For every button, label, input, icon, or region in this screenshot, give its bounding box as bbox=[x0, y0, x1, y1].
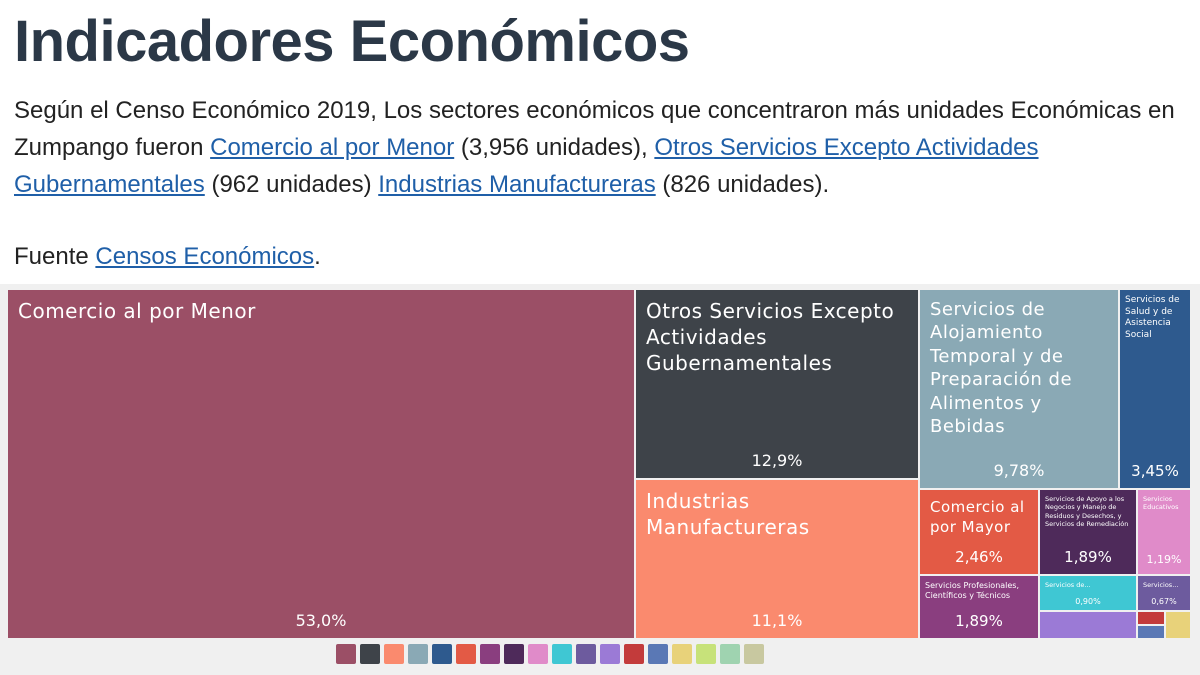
unlabeled-tile bbox=[1040, 612, 1136, 638]
tile-label: Otros Servicios Excepto Actividades Gube… bbox=[646, 299, 895, 375]
icon-bar bbox=[336, 644, 764, 664]
tile-label: Servicios Educativos bbox=[1143, 495, 1179, 512]
value-label: 1,89% bbox=[955, 612, 1003, 630]
tile-label: Servicios de Alojamiento Temporal y de P… bbox=[930, 299, 1073, 437]
icon bbox=[384, 644, 404, 664]
link[interactable]: Comercio al por Menor bbox=[210, 134, 455, 161]
value-label: 2,46% bbox=[955, 548, 1003, 566]
icon bbox=[336, 644, 356, 664]
icon bbox=[528, 644, 548, 664]
icon bbox=[504, 644, 524, 664]
description: Según el Censo Económico 2019, Los secto… bbox=[14, 92, 1184, 203]
unlabeled-tile bbox=[1138, 612, 1164, 624]
tile: Comercio al por Mayor 2,46% bbox=[920, 490, 1038, 574]
tile-label: Industrias Manufactureras bbox=[646, 489, 810, 539]
text: (3,956 unidades), bbox=[454, 134, 655, 161]
title: Indicadores Económicos bbox=[14, 9, 690, 74]
tile-label: Comercio al por Mayor bbox=[930, 498, 1025, 536]
tile-label: Servicios de Salud y de Asistencia Socia… bbox=[1125, 295, 1180, 341]
value-label: 9,78% bbox=[993, 461, 1045, 480]
text: Según el Censo Económico 2019, Los secto… bbox=[14, 97, 1175, 161]
text: . bbox=[314, 243, 321, 270]
icon bbox=[672, 644, 692, 664]
icon bbox=[720, 644, 740, 664]
icon bbox=[360, 644, 380, 664]
icon bbox=[696, 644, 716, 664]
icon bbox=[624, 644, 644, 664]
icon bbox=[648, 644, 668, 664]
tile: Servicios Profesionales, Científicos y T… bbox=[920, 576, 1038, 638]
icon bbox=[600, 644, 620, 664]
text: (962 unidades) bbox=[204, 171, 379, 198]
tile: Servicios de Apoyo a los Negocios y Mane… bbox=[1040, 490, 1136, 574]
tile: Servicios de Alojamiento Temporal y de P… bbox=[920, 290, 1118, 488]
value-label: 0,67% bbox=[1151, 597, 1177, 606]
icon bbox=[744, 644, 764, 664]
value-label: 11,1% bbox=[751, 611, 803, 630]
tile-label: Servicios de... bbox=[1045, 581, 1091, 589]
icon bbox=[456, 644, 476, 664]
icon bbox=[432, 644, 452, 664]
icon bbox=[552, 644, 572, 664]
tile: Servicios Educativos 1,19% bbox=[1138, 490, 1190, 574]
icon bbox=[480, 644, 500, 664]
unlabeled-tile bbox=[1138, 626, 1164, 638]
tile: Servicios de Salud y de Asistencia Socia… bbox=[1120, 290, 1190, 488]
tile-label: Servicios de Apoyo a los Negocios y Mane… bbox=[1045, 495, 1129, 529]
link[interactable]: Censos Económicos bbox=[95, 243, 315, 270]
source: Fuente Censos Económicos. bbox=[14, 238, 1184, 275]
text: (826 unidades). bbox=[655, 171, 830, 198]
value-label: 1,89% bbox=[1064, 548, 1112, 566]
tile: Comercio al por Menor 53,0% bbox=[8, 290, 634, 638]
tile: Servicios de... 0,90% bbox=[1040, 576, 1136, 610]
value-label: 53,0% bbox=[295, 611, 347, 630]
tile-label: Servicios... bbox=[1143, 581, 1179, 589]
tile-label: Comercio al por Menor bbox=[18, 299, 256, 323]
tile: Industrias Manufactureras 11,1% bbox=[636, 480, 918, 638]
tile: Servicios... 0,67% bbox=[1138, 576, 1190, 610]
icon bbox=[408, 644, 428, 664]
value-label: 0,90% bbox=[1075, 597, 1101, 606]
link[interactable]: Industrias Manufactureras bbox=[378, 171, 656, 198]
icon bbox=[576, 644, 596, 664]
treemap: Comercio al por Menor 53,0% Otros Servicio… bbox=[0, 284, 1200, 675]
value-label: 3,45% bbox=[1131, 462, 1179, 480]
link[interactable]: Otros Servicios Excepto Actividades Gube… bbox=[14, 134, 1039, 198]
tile-label: Servicios Profesionales, Científicos y T… bbox=[925, 581, 1020, 601]
unlabeled-tile bbox=[1166, 612, 1190, 638]
value-label: 12,9% bbox=[751, 451, 803, 470]
value-label: 1,19% bbox=[1146, 553, 1182, 566]
text: Fuente bbox=[14, 243, 96, 270]
tile: Otros Servicios Excepto Actividades Gube… bbox=[636, 290, 918, 478]
